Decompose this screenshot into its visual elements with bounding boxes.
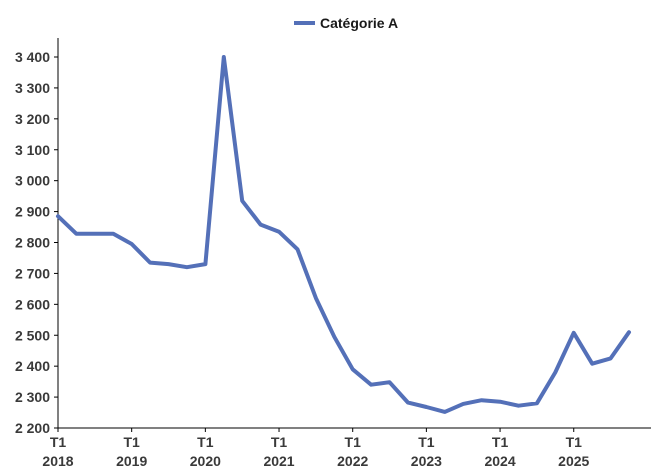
x-tick-year-label: 2024: [484, 453, 515, 469]
y-tick-label: 2 900: [15, 204, 50, 220]
series-group: [56, 55, 631, 414]
x-tick-quarter-label: T1: [50, 434, 67, 450]
x-tick-quarter-label: T1: [271, 434, 288, 450]
x-tick-quarter-label: T1: [345, 434, 362, 450]
x-tick-quarter-label: T1: [124, 434, 141, 450]
y-tick-label: 3 400: [15, 49, 50, 65]
x-tick-year-label: 2023: [411, 453, 442, 469]
x-tick-year-label: 2019: [116, 453, 147, 469]
x-axis-ticks: T1 2018 T1 2019 T1 2020 T1 2021 T1 2022 T1 2023 T1 20…: [42, 428, 590, 469]
x-tick-year-label: 2021: [263, 453, 294, 469]
y-tick-label: 2 500: [15, 327, 50, 343]
legend-label: Catégorie A: [320, 15, 398, 31]
y-tick-label: 2 700: [15, 265, 50, 281]
y-tick-label: 3 200: [15, 111, 50, 127]
x-tick-quarter-label: T1: [492, 434, 509, 450]
x-tick-quarter-label: T1: [197, 434, 214, 450]
x-tick-year-label: 2020: [190, 453, 221, 469]
y-tick-label: 2 300: [15, 389, 50, 405]
series-line-categorie-a: [56, 55, 631, 414]
x-tick-year-label: 2022: [337, 453, 368, 469]
y-tick-label: 2 200: [15, 420, 50, 436]
y-tick-label: 3 000: [15, 173, 50, 189]
x-tick-quarter-label: T1: [566, 434, 583, 450]
y-axis-ticks: 2 200 2 300 2 400 2 500 2 600 2 700 2 800 2 900…: [15, 49, 58, 436]
y-tick-label: 3 300: [15, 80, 50, 96]
x-tick-quarter-label: T1: [418, 434, 435, 450]
legend: Catégorie A: [294, 15, 398, 31]
y-tick-label: 3 100: [15, 142, 50, 158]
y-tick-label: 2 800: [15, 235, 50, 251]
y-tick-label: 2 600: [15, 296, 50, 312]
x-tick-year-label: 2018: [42, 453, 73, 469]
y-tick-label: 2 400: [15, 358, 50, 374]
x-tick-year-label: 2025: [558, 453, 589, 469]
